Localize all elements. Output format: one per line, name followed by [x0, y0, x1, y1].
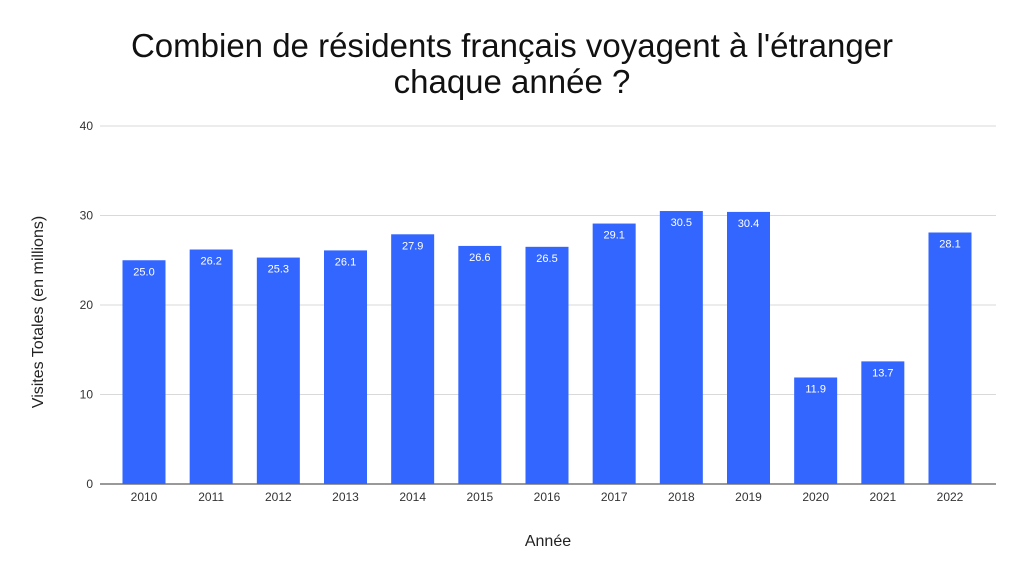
x-tick-label: 2017: [601, 490, 628, 504]
x-tick-label: 2014: [399, 490, 426, 504]
x-tick-label: 2011: [198, 490, 224, 504]
bar: [525, 246, 569, 484]
y-tick-label: 20: [80, 298, 94, 312]
bar: [861, 361, 905, 484]
bar: [324, 250, 367, 484]
x-tick-label: 2020: [802, 490, 829, 504]
bar: [727, 211, 770, 485]
bar: [794, 377, 838, 484]
x-tick-labels: 2010 2011 2012 2013 2014 2015 2016 2017 2018 2019…: [131, 490, 964, 504]
y-tick-label: 30: [80, 209, 94, 223]
x-tick-label: 2016: [534, 490, 561, 504]
x-tick-label: 2021: [869, 490, 896, 504]
data-label: 25.0: [133, 266, 154, 278]
y-tick-labels: 0 10 20 30 40: [80, 119, 94, 491]
bar: [928, 232, 972, 484]
data-label: 11.9: [805, 383, 826, 395]
chart-title-line2: chaque année ?: [393, 63, 631, 100]
x-tick-label: 2022: [937, 490, 964, 504]
x-tick-label: 2010: [131, 490, 158, 504]
x-tick-label: 2018: [668, 490, 695, 504]
data-label: 26.5: [536, 253, 557, 265]
bar: [256, 257, 300, 484]
data-label: 30.4: [738, 218, 759, 230]
x-tick-label: 2019: [735, 490, 762, 504]
data-label: 29.1: [603, 230, 624, 242]
bar: [592, 223, 636, 484]
chart-title: Combien de résidents français voyagent à…: [0, 28, 1024, 100]
y-axis-title: Visites Totales (en millions): [30, 216, 47, 408]
bar: [189, 249, 233, 484]
chart-title-line1: Combien de résidents français voyagent à…: [130, 27, 894, 64]
bar: [122, 260, 166, 484]
y-tick-label: 40: [80, 119, 94, 133]
x-tick-label: 2012: [265, 490, 292, 504]
x-tick-label: 2015: [466, 490, 493, 504]
data-label: 27.9: [402, 240, 423, 252]
data-label: 26.1: [335, 256, 356, 268]
data-labels: 25.0 26.2 25.3 26.1 27.9 26.6 26.5 29.1 30.5 30.4…: [133, 217, 960, 395]
data-label: 26.6: [469, 252, 490, 264]
data-label: 28.1: [939, 239, 960, 251]
bar: [458, 245, 502, 484]
data-label: 30.5: [671, 217, 692, 229]
data-label: 26.2: [200, 256, 221, 268]
y-tick-label: 10: [80, 388, 94, 402]
y-tick-label: 0: [86, 477, 93, 491]
data-label: 25.3: [268, 264, 289, 276]
x-tick-label: 2013: [332, 490, 359, 504]
bar: [391, 234, 435, 484]
x-axis-title: Année: [525, 533, 571, 550]
bars: [122, 211, 972, 485]
data-label: 13.7: [872, 367, 893, 379]
bar: [659, 211, 703, 484]
